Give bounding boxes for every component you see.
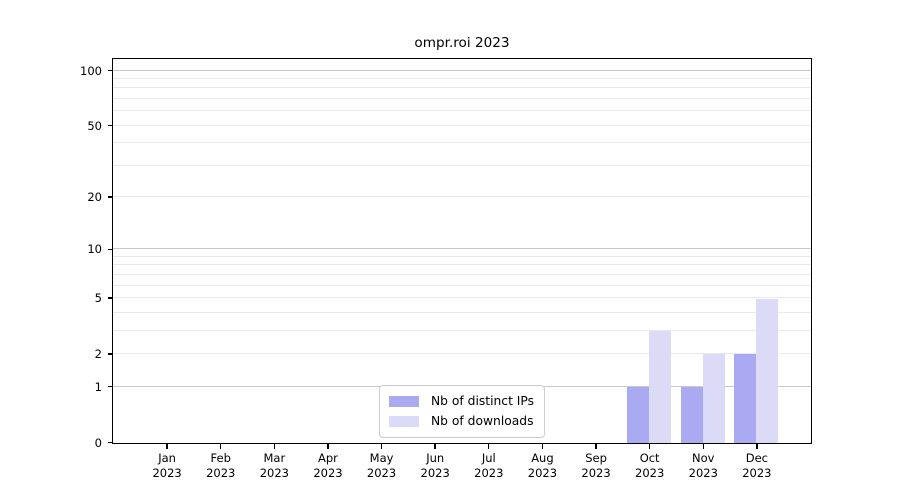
x-axis-label-mar: Mar: [263, 451, 286, 465]
y-axis-tick-label: 0: [94, 435, 102, 450]
minor-gridline: [113, 284, 811, 286]
y-axis-tick: [107, 297, 112, 299]
minor-gridline: [113, 273, 811, 275]
bar-distinct-ips-dec: [734, 354, 757, 443]
x-axis-year-label: 2023: [527, 466, 558, 480]
y-axis-tick: [107, 248, 112, 250]
plot-area: Nb of distinct IPs Nb of downloads: [112, 58, 812, 444]
y-axis-tick-label: 5: [94, 291, 102, 306]
x-axis-label-jun: Jun: [426, 451, 445, 465]
minor-gridline: [113, 311, 811, 313]
legend: Nb of distinct IPs Nb of downloads: [378, 385, 546, 438]
chart-title: ompr.roi 2023: [414, 35, 510, 51]
x-axis-label-dec: Dec: [745, 451, 768, 465]
y-axis-tick: [107, 196, 112, 198]
x-axis-year-label: 2023: [259, 466, 289, 480]
x-axis-tick: [702, 444, 704, 449]
minor-gridline: [113, 264, 811, 266]
y-axis-tick: [107, 124, 112, 127]
x-axis-tick: [595, 444, 597, 449]
x-axis-year-label: 2023: [581, 466, 611, 480]
x-axis-year-label: 2023: [635, 466, 665, 480]
minor-gridline: [113, 77, 811, 79]
legend-item-downloads: Nb of downloads: [388, 411, 534, 431]
x-axis-tick: [488, 444, 490, 449]
x-axis-year-label: 2023: [474, 466, 504, 480]
x-axis-year-label: 2023: [688, 466, 718, 480]
x-axis-tick: [220, 444, 222, 449]
x-axis-year-label: 2023: [366, 466, 397, 480]
x-axis-tick: [166, 444, 168, 449]
legend-swatch-distinct-ips: [388, 395, 419, 407]
major-gridline: [113, 248, 811, 250]
minor-gridline: [113, 196, 811, 198]
x-axis-label-aug: Aug: [531, 451, 554, 465]
bar-distinct-ips-nov: [680, 387, 703, 443]
x-axis-year-label: 2023: [313, 466, 343, 480]
x-axis-year-label: 2023: [206, 466, 236, 480]
bar-distinct-ips-oct: [627, 387, 650, 443]
legend-label-downloads: Nb of downloads: [430, 414, 534, 428]
x-axis-label-feb: Feb: [210, 451, 231, 465]
x-axis-label-apr: Apr: [318, 451, 338, 465]
legend-swatch-downloads: [388, 415, 419, 427]
y-axis-tick: [107, 441, 112, 444]
legend-item-distinct-ips: Nb of distinct IPs: [388, 391, 535, 411]
y-axis-tick: [107, 69, 112, 72]
minor-gridline: [113, 352, 811, 354]
x-axis-tick: [756, 444, 758, 449]
x-axis-label-jul: Jul: [481, 451, 496, 465]
minor-gridline: [113, 124, 811, 126]
minor-gridline: [113, 110, 811, 112]
y-axis-tick: [107, 353, 112, 355]
minor-gridline: [113, 87, 811, 89]
minor-gridline: [113, 97, 811, 99]
x-axis-label-may: May: [369, 451, 394, 465]
x-axis-label-nov: Nov: [692, 451, 715, 465]
major-gridline: [113, 69, 811, 71]
minor-gridline: [113, 329, 811, 331]
x-axis-tick: [541, 444, 544, 449]
x-axis-year-label: 2023: [742, 466, 772, 480]
y-axis-tick-label: 50: [87, 118, 102, 133]
legend-label-distinct-ips: Nb of distinct IPs: [430, 394, 535, 408]
x-axis-label-sep: Sep: [585, 451, 607, 465]
y-axis-tick-label: 20: [87, 190, 102, 205]
x-axis-tick: [434, 444, 436, 449]
x-axis-label-oct: Oct: [639, 451, 660, 465]
y-axis-tick-label: 1: [94, 379, 102, 394]
y-axis-tick-label: 10: [87, 242, 102, 257]
bar-downloads-dec: [756, 298, 779, 443]
y-axis-tick: [107, 385, 112, 388]
y-axis-tick-label: 2: [94, 346, 102, 361]
minor-gridline: [113, 297, 811, 299]
x-axis-tick: [380, 444, 383, 449]
x-axis-year-label: 2023: [152, 466, 182, 480]
minor-gridline: [113, 164, 811, 166]
x-axis-tick: [327, 444, 329, 449]
x-axis-label-jan: Jan: [158, 451, 176, 465]
bar-downloads-nov: [702, 354, 725, 443]
minor-gridline: [113, 255, 811, 257]
x-axis-tick: [648, 444, 651, 449]
y-axis-tick-label: 100: [80, 63, 102, 78]
bar-downloads-oct: [649, 331, 672, 443]
x-axis-year-label: 2023: [420, 466, 450, 480]
minor-gridline: [113, 142, 811, 144]
x-axis-tick: [273, 444, 276, 449]
